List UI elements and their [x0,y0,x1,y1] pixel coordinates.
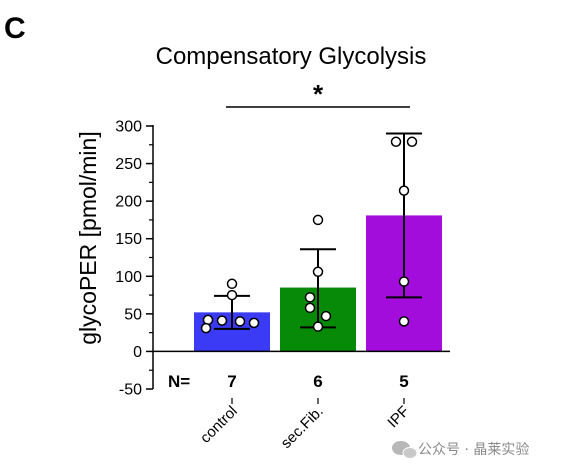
data-point [216,315,228,326]
y-tick-label: 50 [124,306,142,323]
data-point [312,266,324,278]
chart-title: Compensatory Glycolysis [156,43,427,70]
plot-area: -50 0 50 100 150 200 250 300 7 6 5 control sec.Fib. I… [115,79,450,452]
n-value: 5 [399,372,408,391]
data-point [304,302,316,314]
wechat-icon [392,441,418,459]
data-point [398,185,410,196]
x-category-label: control [197,403,241,447]
watermark-text: 公众号 · 晶莱实验 [418,442,529,458]
watermark: 公众号 · 晶莱实验 [392,441,529,459]
y-tick-label: 300 [115,119,142,136]
data-point [398,276,410,287]
data-point [200,322,212,334]
n-value: 7 [227,372,236,391]
data-point [304,292,316,303]
data-point [406,136,418,148]
y-tick-label: 0 [133,344,142,361]
data-point [226,278,238,290]
data-point [234,316,246,327]
y-tick-label: 150 [115,231,142,248]
data-point [248,317,260,329]
panel-letter: C [4,12,26,45]
data-point [390,136,402,148]
x-category-label: IPF [384,403,413,432]
n-label: N= [168,372,190,391]
y-tick-label: -50 [119,382,142,399]
n-value: 6 [313,372,322,391]
significance-label: * [313,79,324,109]
y-tick-label: 100 [115,269,142,286]
data-point [320,310,332,322]
data-point [312,321,324,332]
x-category-label: sec.Fib. [278,403,327,452]
data-point [312,214,324,226]
y-tick-label: 200 [115,194,142,211]
y-axis-label: glycoPER [pmol/min] [75,131,101,344]
y-tick-label: 250 [115,156,142,173]
data-point [398,316,410,327]
data-point [226,289,238,301]
